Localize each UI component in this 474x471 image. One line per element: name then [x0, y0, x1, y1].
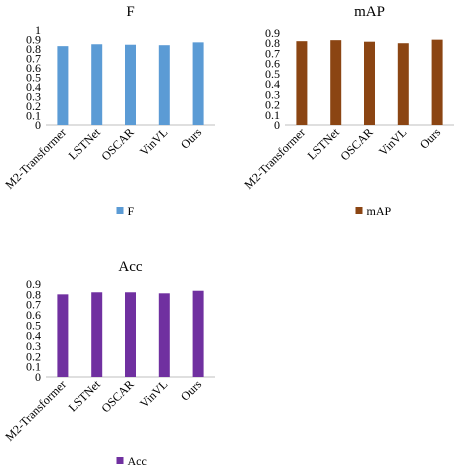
- bar-oscar: [125, 292, 136, 377]
- bar-m2-transformer: [57, 46, 69, 125]
- y-tick-label: 0.7: [265, 46, 280, 60]
- bar-vinvl: [158, 45, 170, 126]
- y-tick-label: 0.5: [26, 318, 41, 332]
- y-tick-label: 0.1: [26, 109, 41, 123]
- x-tick-label: M2-Transformer: [2, 125, 69, 192]
- x-tick-label: OSCAR: [98, 125, 136, 163]
- y-tick-label: 0.2: [265, 98, 280, 112]
- bar-ours: [431, 39, 443, 126]
- x-tick-label: LSTNet: [305, 125, 343, 163]
- bar-oscar: [125, 44, 136, 125]
- y-tick-label: 0.4: [26, 329, 41, 343]
- y-tick-label: 0: [35, 370, 41, 384]
- legend-swatch: [116, 457, 124, 464]
- legend-swatch: [116, 207, 124, 214]
- x-tick-label: Ours: [178, 125, 205, 152]
- y-tick-label: 0.3: [265, 87, 280, 101]
- y-tick-label: 0.3: [26, 339, 41, 353]
- legend-label: Acc: [128, 454, 147, 468]
- y-tick-label: 0.9: [26, 277, 41, 291]
- bar-ours: [192, 290, 204, 377]
- chart-title: F: [126, 4, 134, 20]
- x-tick-label: LSTNet: [66, 377, 104, 415]
- x-tick-label: VinVL: [137, 377, 170, 410]
- y-tick-label: 0.8: [26, 287, 41, 301]
- y-tick-label: 0.8: [26, 42, 41, 56]
- y-tick-label: 0.2: [26, 99, 41, 113]
- x-tick-label: VinVL: [376, 125, 409, 158]
- y-tick-label: 0.5: [265, 67, 280, 81]
- y-tick-label: 0.7: [26, 298, 41, 312]
- legend-label: mAP: [367, 204, 392, 218]
- y-tick-label: 0.9: [265, 26, 280, 40]
- y-tick-label: 0.4: [26, 80, 41, 94]
- y-tick-label: 0.4: [265, 77, 280, 91]
- x-tick-label: VinVL: [137, 125, 170, 158]
- bar-lstnet: [91, 292, 103, 377]
- x-tick-label: LSTNet: [66, 125, 104, 163]
- y-tick-label: 0.7: [26, 52, 41, 66]
- x-tick-label: M2-Transformer: [2, 377, 69, 444]
- chart-title: mAP: [354, 4, 385, 20]
- bar-lstnet: [330, 40, 342, 125]
- x-tick-label: M2-Transformer: [241, 125, 308, 192]
- y-tick-label: 0.2: [26, 349, 41, 363]
- x-tick-label: Ours: [178, 377, 205, 404]
- y-tick-label: 0.6: [26, 308, 41, 322]
- bar-vinvl: [397, 43, 409, 125]
- y-tick-label: 0.3: [26, 90, 41, 104]
- bar-ours: [192, 42, 204, 125]
- bar-m2-transformer: [57, 294, 69, 377]
- y-tick-label: 0.1: [26, 360, 41, 374]
- bar-m2-transformer: [296, 41, 308, 125]
- y-tick-label: 0.6: [265, 57, 280, 71]
- y-tick-label: 0.5: [26, 71, 41, 85]
- y-tick-label: 0.8: [265, 36, 280, 50]
- bar-lstnet: [91, 44, 103, 125]
- y-tick-label: 0.1: [265, 108, 280, 122]
- y-tick-label: 0: [274, 118, 280, 132]
- x-tick-label: OSCAR: [98, 377, 136, 415]
- y-tick-label: 0.6: [26, 61, 41, 75]
- legend-label: F: [128, 204, 135, 218]
- y-tick-label: 0.9: [26, 33, 41, 47]
- chart-title: Acc: [118, 259, 142, 275]
- y-tick-label: 1: [35, 23, 41, 37]
- bar-oscar: [364, 41, 375, 125]
- legend-swatch: [355, 207, 363, 214]
- x-tick-label: OSCAR: [337, 125, 375, 163]
- x-tick-label: Ours: [417, 125, 444, 152]
- y-tick-label: 0: [35, 118, 41, 132]
- bar-vinvl: [158, 293, 170, 377]
